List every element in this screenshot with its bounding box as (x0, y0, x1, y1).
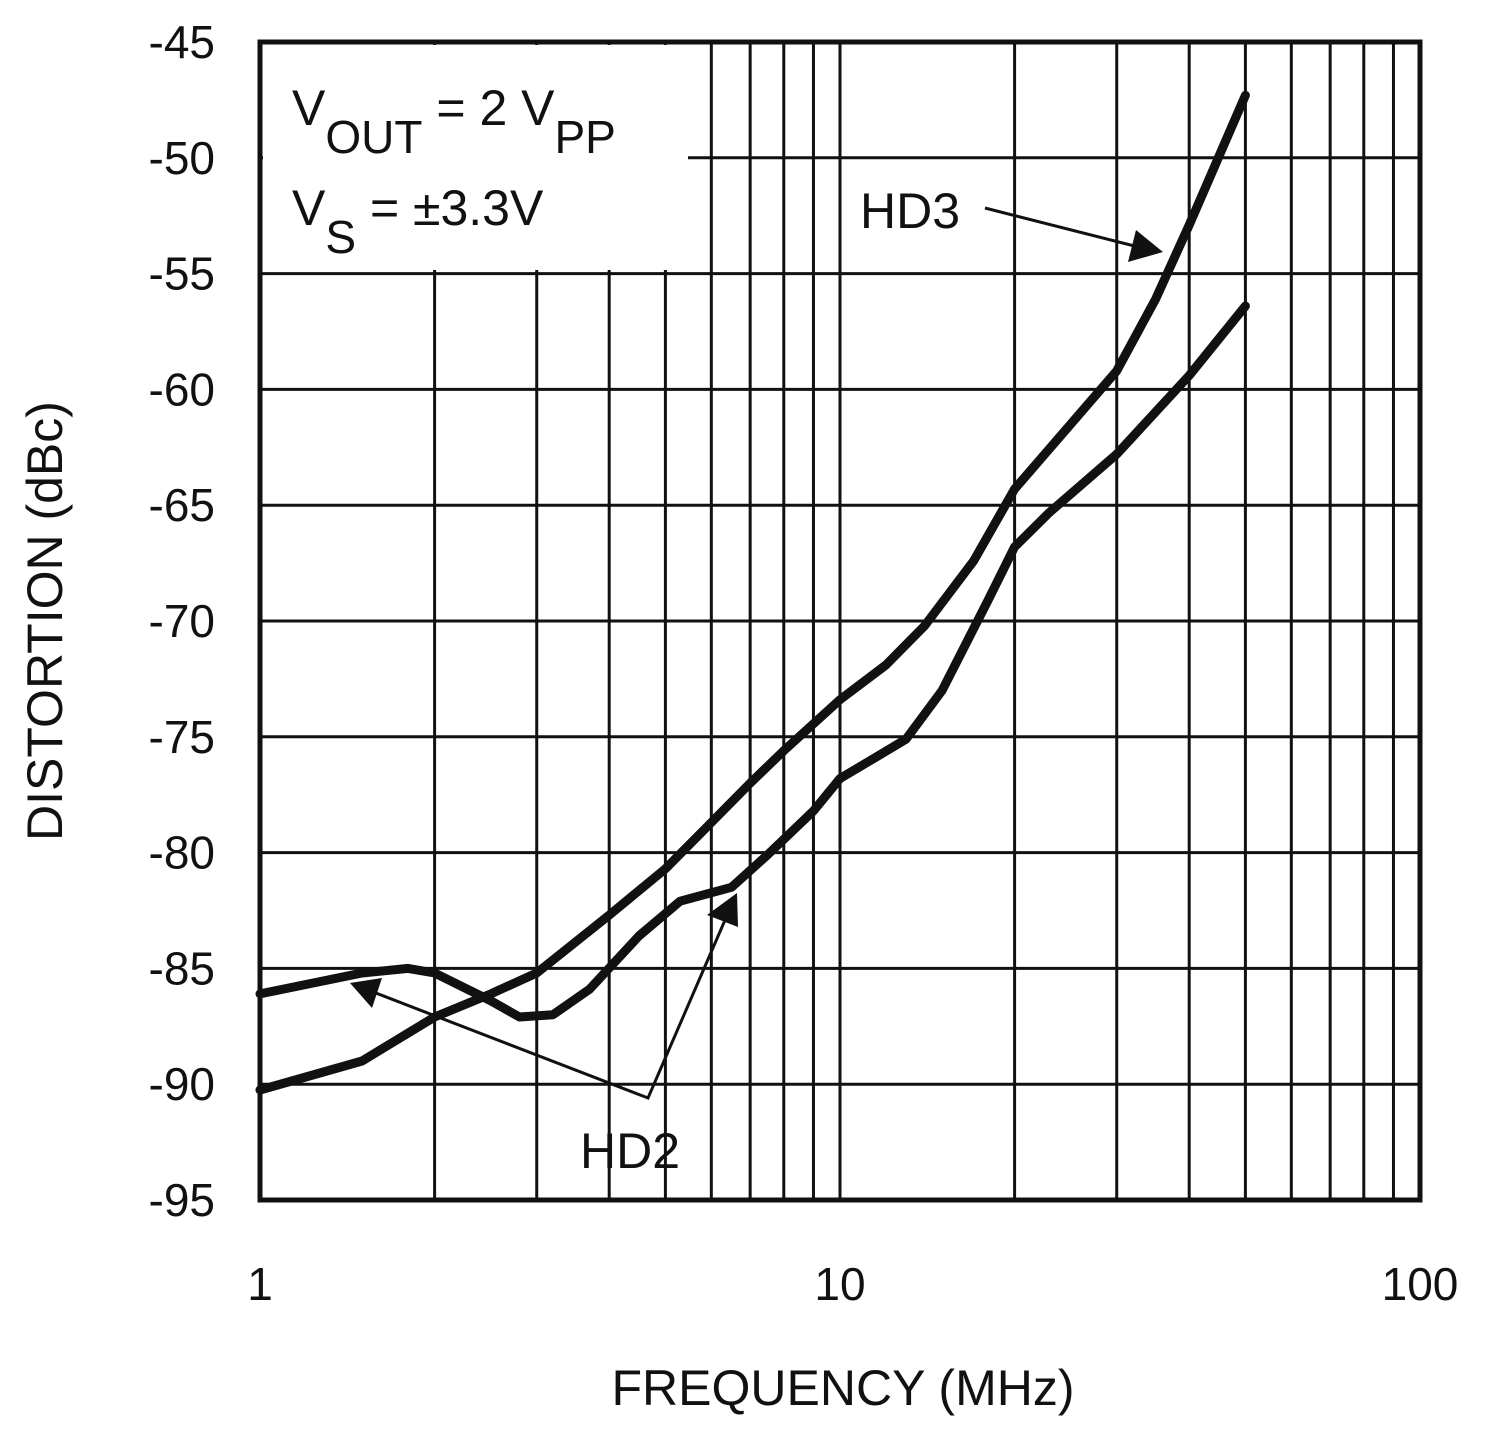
y-tick-label: -95 (149, 1174, 215, 1226)
conditions-box (263, 45, 688, 270)
series-label: HD2 (580, 1123, 680, 1179)
y-tick-label: -60 (149, 363, 215, 415)
condition-text: VOUT = 2 VPP (292, 80, 616, 163)
subscript: S (325, 211, 356, 263)
series-label: HD3 (860, 183, 960, 239)
y-tick-label: -85 (149, 942, 215, 994)
x-tick-label: 100 (1382, 1258, 1459, 1310)
x-axis-label: FREQUENCY (MHz) (612, 1360, 1075, 1416)
series-line (255, 90, 1250, 1095)
arrow (984, 206, 1151, 252)
condition-part: V (292, 180, 326, 236)
y-axis-label: DISTORTION (dBc) (17, 401, 73, 841)
y-tick-label: -65 (149, 479, 215, 531)
arrow-head (1128, 230, 1163, 262)
y-tick-label: -45 (149, 16, 215, 68)
condition-part: = ±3.3V (356, 180, 544, 236)
grid (258, 40, 1422, 1202)
condition-part: V (292, 80, 326, 136)
arrow-head (350, 978, 382, 1008)
series-line (255, 301, 1250, 1022)
subscript: OUT (325, 111, 422, 163)
plot-frame (257, 39, 1423, 1203)
y-tick-label: -75 (149, 711, 215, 763)
annotation-arrows (354, 206, 1151, 1100)
x-tick-label: 1 (247, 1258, 273, 1310)
y-tick-label: -50 (149, 132, 215, 184)
arrow-heads (350, 230, 1163, 1008)
arrow (354, 896, 737, 1100)
y-tick-label: -90 (149, 1058, 215, 1110)
subscript: PP (555, 111, 616, 163)
y-tick-label: -55 (149, 248, 215, 300)
condition-text: VS = ±3.3V (292, 180, 544, 263)
lines (255, 90, 1250, 1095)
y-tick-label: -70 (149, 595, 215, 647)
arrow-head (707, 893, 738, 927)
condition-part: = 2 V (422, 80, 555, 136)
y-tick-label: -80 (149, 827, 215, 879)
x-tick-label: 10 (814, 1258, 865, 1310)
